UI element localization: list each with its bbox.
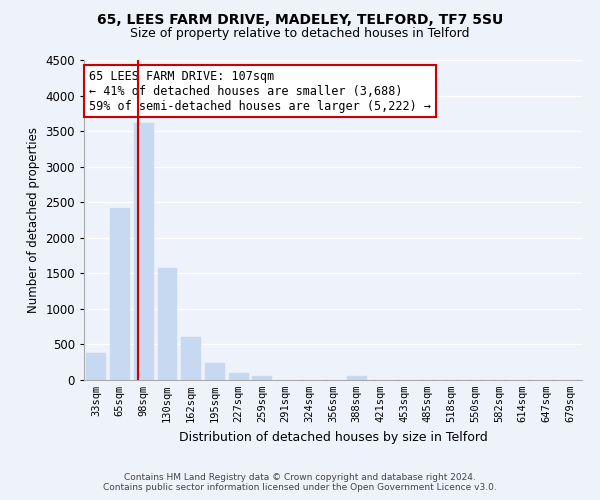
Y-axis label: Number of detached properties: Number of detached properties	[27, 127, 40, 313]
Text: Size of property relative to detached houses in Telford: Size of property relative to detached ho…	[130, 28, 470, 40]
Bar	[347, 376, 366, 380]
Bar	[181, 338, 200, 380]
Bar	[205, 363, 224, 380]
Bar	[158, 268, 176, 380]
Bar	[229, 373, 248, 380]
Bar	[86, 353, 106, 380]
Bar	[134, 122, 153, 380]
Text: Contains HM Land Registry data © Crown copyright and database right 2024.
Contai: Contains HM Land Registry data © Crown c…	[103, 473, 497, 492]
Bar	[253, 376, 271, 380]
Text: 65, LEES FARM DRIVE, MADELEY, TELFORD, TF7 5SU: 65, LEES FARM DRIVE, MADELEY, TELFORD, T…	[97, 12, 503, 26]
Bar	[110, 208, 129, 380]
X-axis label: Distribution of detached houses by size in Telford: Distribution of detached houses by size …	[179, 430, 487, 444]
Text: 65 LEES FARM DRIVE: 107sqm
← 41% of detached houses are smaller (3,688)
59% of s: 65 LEES FARM DRIVE: 107sqm ← 41% of deta…	[89, 70, 431, 112]
